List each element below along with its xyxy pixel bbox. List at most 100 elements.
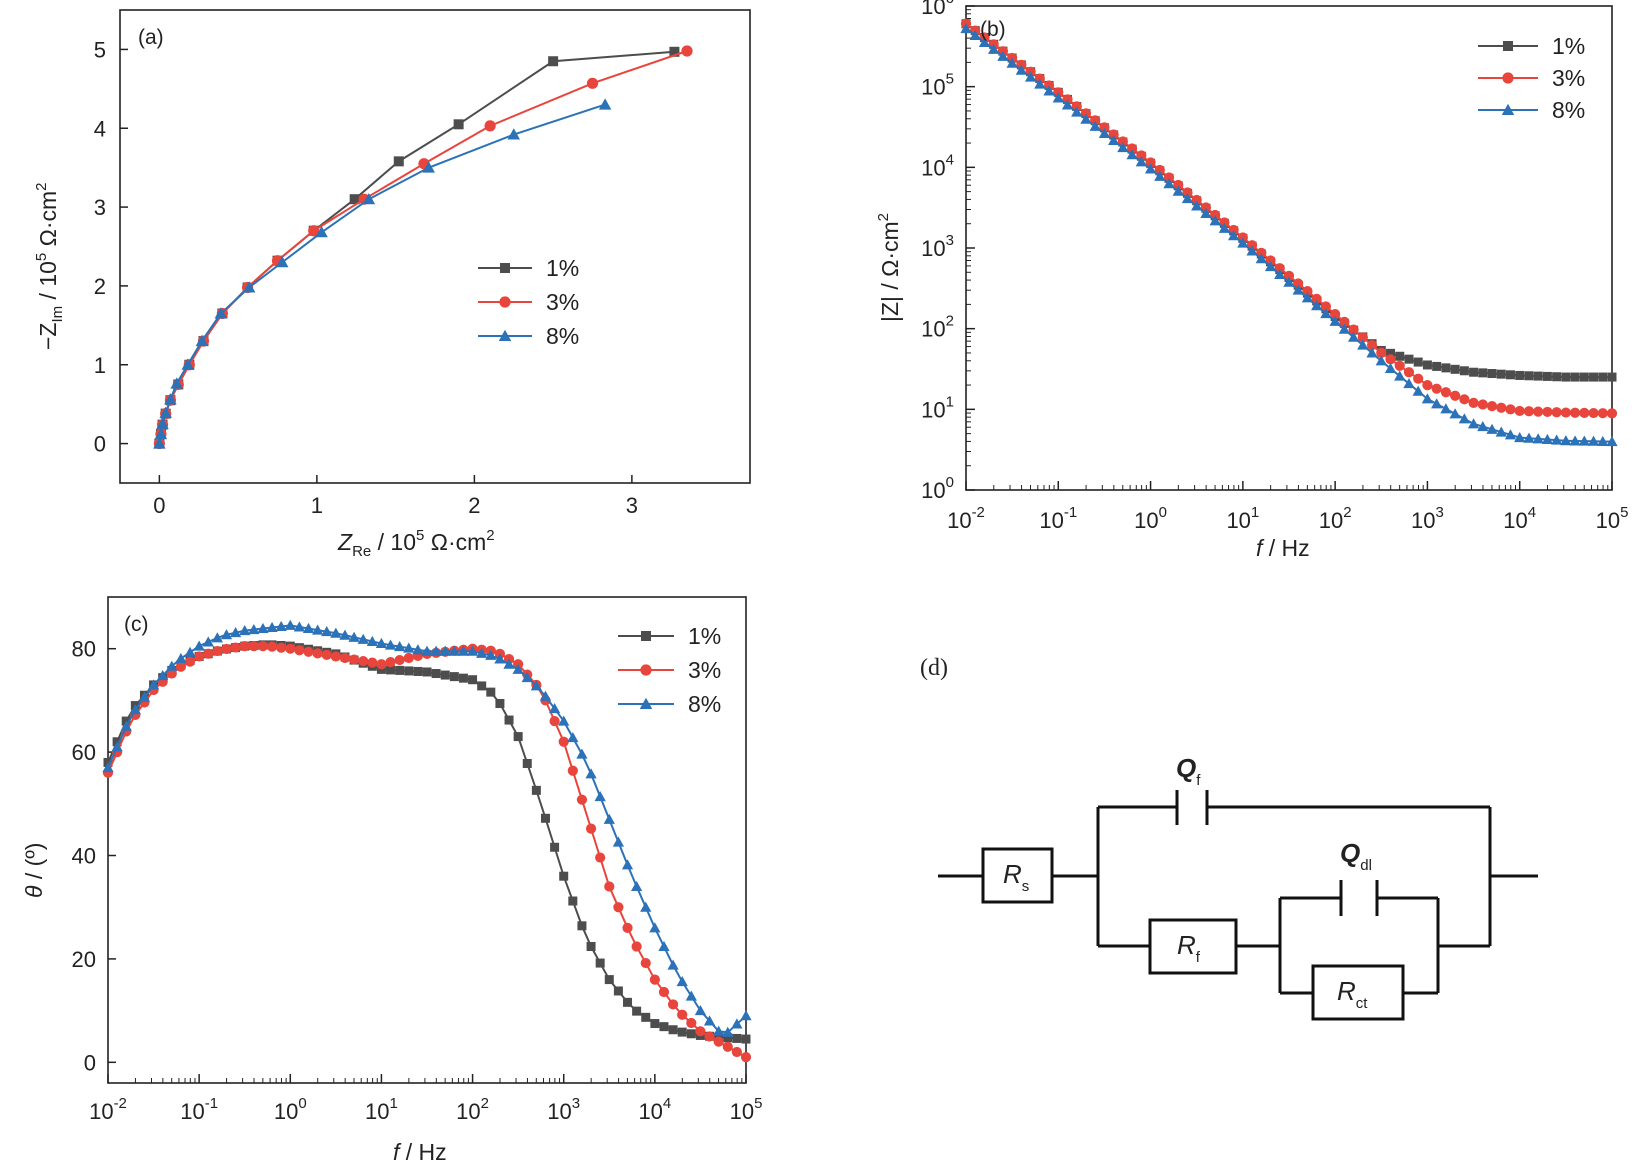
b-point-8%	[1560, 435, 1572, 446]
c-point-3%	[585, 823, 597, 834]
b-xtick-label: 104	[1503, 504, 1536, 533]
b-xtick-label-exp: 2	[1343, 504, 1351, 521]
a-point-8%	[181, 358, 194, 370]
c-point-3%	[631, 941, 642, 952]
c-point-1%	[623, 997, 633, 1007]
b-series-1%	[965, 22, 1612, 379]
b-ytick-label-exp: 4	[946, 151, 954, 168]
b-ytick-label-exp: 6	[946, 0, 954, 7]
legend-marker-3%	[640, 664, 652, 676]
b-point-1%	[1395, 351, 1405, 361]
c-point-3%	[658, 986, 670, 998]
c-point-1%	[741, 1034, 751, 1044]
c-point-1%	[386, 665, 396, 675]
c-point-3%	[339, 652, 351, 664]
c-point-3%	[622, 922, 633, 933]
c-point-8%	[211, 632, 223, 643]
c-point-1%	[540, 813, 550, 823]
c-point-8%	[120, 720, 132, 731]
panel-b-ylabel: |Z| / Ω·cm2	[875, 213, 903, 322]
c-point-3%	[203, 648, 214, 659]
b-xtick-label-exp: 1	[1251, 504, 1259, 521]
a-point-8%	[242, 281, 256, 293]
c-point-8%	[457, 645, 470, 656]
b-point-3%	[1080, 108, 1092, 119]
c-point-3%	[221, 643, 232, 655]
b-point-3%	[1283, 270, 1295, 281]
b-xtick-label-base: 10	[1411, 508, 1435, 533]
c-point-8%	[111, 741, 123, 752]
b-point-3%	[1090, 115, 1101, 126]
c-point-3%	[649, 974, 660, 985]
c-point-8%	[485, 649, 497, 660]
b-point-8%	[1532, 433, 1544, 444]
b-point-3%	[1117, 136, 1128, 147]
c-point-3%	[558, 736, 569, 747]
b-point-1%	[1422, 360, 1432, 370]
panel-a-xlabel: ZRe / 105 Ω·cm2	[337, 527, 495, 560]
b-xtick-label-exp: 0	[1159, 504, 1167, 521]
c-point-1%	[404, 666, 414, 676]
panel-a-plot	[153, 45, 693, 450]
b-point-3%	[1486, 401, 1498, 412]
legend-label-8%: 8%	[1552, 97, 1585, 123]
b-xtick-label: 100	[1134, 504, 1167, 533]
b-ytick-label-base: 10	[921, 478, 945, 503]
c-point-1%	[495, 699, 505, 709]
c-point-8%	[558, 715, 570, 726]
b-point-1%	[1515, 370, 1525, 380]
b-ytick-label: 101	[921, 393, 954, 422]
c-xtick-label: 10-2	[89, 1095, 127, 1124]
b-point-8%	[1514, 431, 1526, 443]
b-ytick-label-base: 10	[921, 236, 945, 261]
b-ytick-label-exp: 5	[946, 71, 954, 88]
legend-label-1%: 1%	[688, 623, 721, 649]
legend-label-8%: 8%	[546, 323, 579, 349]
b-point-8%	[1541, 433, 1554, 445]
b-point-3%	[1413, 373, 1424, 384]
rf-label: Rf	[1177, 930, 1201, 966]
b-point-8%	[1006, 57, 1018, 68]
b-point-8%	[1292, 284, 1304, 295]
panel-c-frame	[107, 596, 747, 1084]
panel-c-ylabel-rest: / (º)	[21, 843, 47, 886]
b-point-3%	[1450, 390, 1461, 401]
b-point-8%	[1311, 300, 1323, 311]
b-point-8%	[1458, 413, 1470, 424]
b-point-3%	[1071, 101, 1082, 112]
c-point-3%	[285, 643, 296, 654]
panel-a-ylabel-sub: Im	[49, 306, 66, 323]
b-xtick-label-base: 10	[1134, 508, 1158, 533]
b-point-3%	[1459, 394, 1470, 405]
b-point-8%	[988, 43, 1000, 54]
c-point-8%	[375, 637, 388, 649]
c-xtick-label-exp: 5	[754, 1095, 762, 1112]
c-point-8%	[202, 636, 214, 647]
c-point-3%	[230, 642, 241, 653]
b-point-3%	[1136, 150, 1147, 161]
b-point-3%	[1311, 293, 1322, 304]
c-point-8%	[694, 1004, 707, 1016]
c-point-3%	[695, 1026, 706, 1037]
c-point-8%	[676, 976, 688, 987]
b-point-8%	[1504, 429, 1517, 440]
b-point-3%	[1523, 406, 1535, 417]
b-xtick-label: 103	[1411, 504, 1444, 533]
c-point-3%	[166, 668, 177, 679]
b-point-8%	[1394, 370, 1406, 381]
c-point-3%	[549, 715, 560, 727]
b-point-8%	[1357, 339, 1369, 350]
c-point-1%	[422, 667, 432, 677]
b-point-3%	[1154, 164, 1165, 176]
b-point-3%	[1163, 172, 1175, 183]
c-xtick-label-base: 10	[89, 1099, 113, 1124]
b-point-3%	[1468, 397, 1479, 408]
b-xtick-label-base: 10	[1319, 508, 1343, 533]
rs-resistor	[981, 847, 1054, 904]
b-point-3%	[1394, 360, 1405, 371]
b-xtick-label-base: 10	[1503, 508, 1527, 533]
b-point-3%	[1210, 209, 1221, 221]
c-point-8%	[394, 641, 406, 652]
